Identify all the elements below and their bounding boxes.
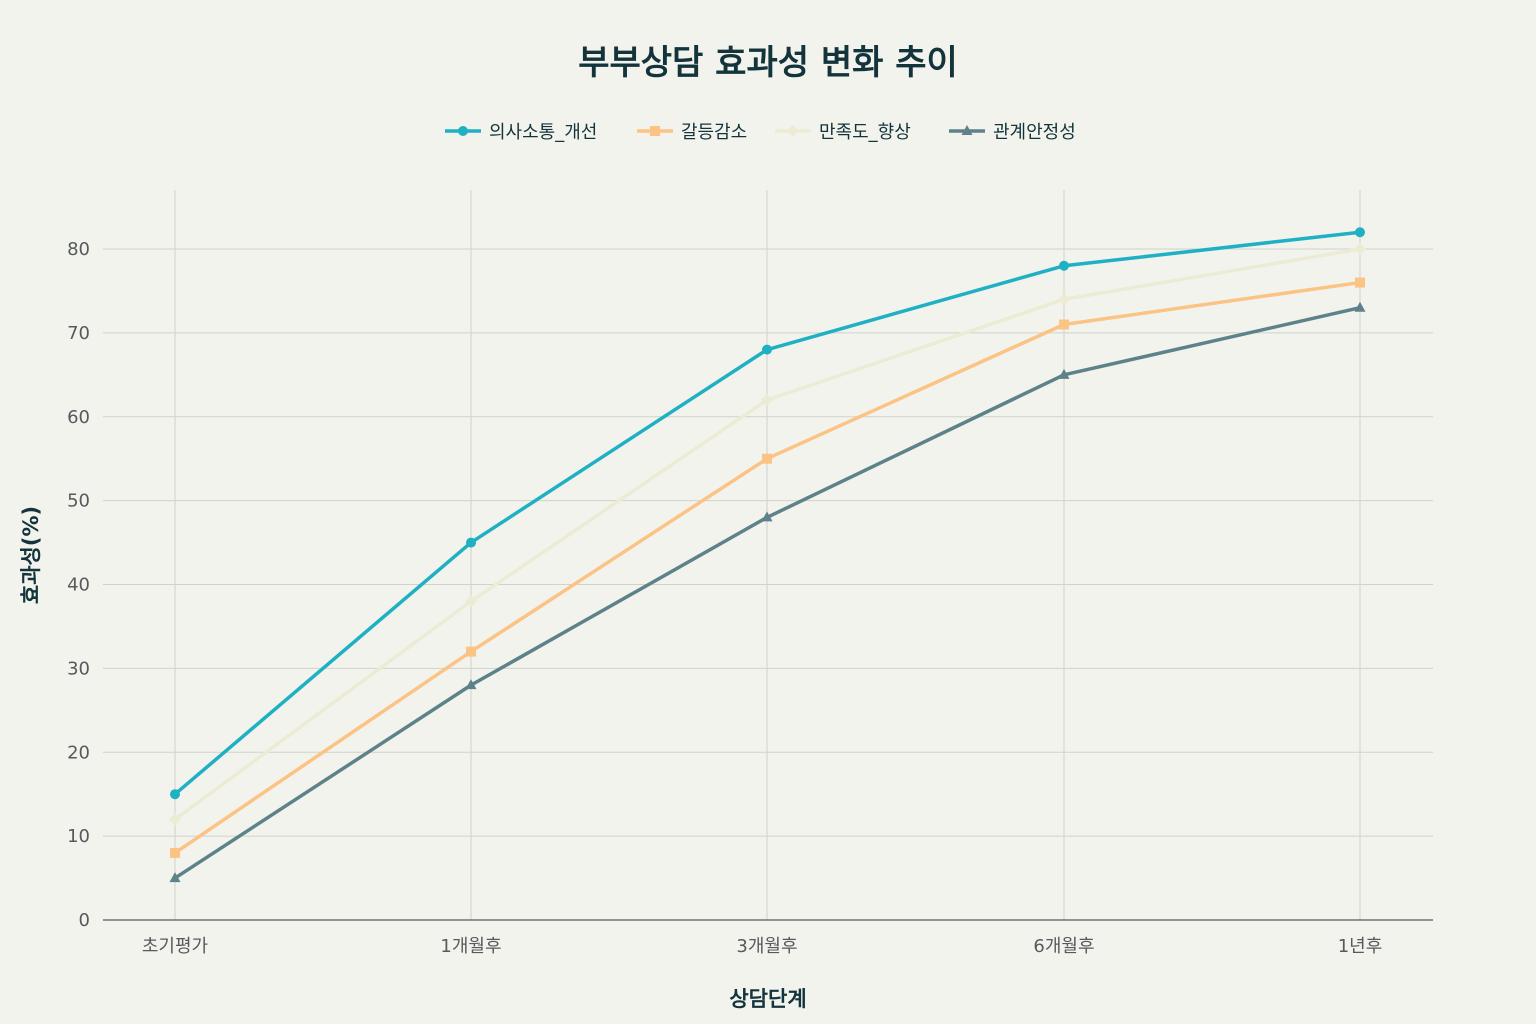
y-tick-label: 70	[67, 323, 90, 344]
data-point	[1058, 293, 1070, 306]
data-point	[761, 393, 773, 406]
data-point	[761, 511, 773, 522]
x-axis-title: 상담단계	[729, 987, 806, 1011]
y-tick-label: 10	[67, 826, 90, 847]
x-tick-label: 1년후	[1338, 936, 1383, 957]
legend-marker	[961, 125, 973, 135]
data-point	[466, 646, 476, 657]
y-tick-label: 30	[67, 658, 90, 679]
x-tick-label: 6개월후	[1033, 936, 1094, 957]
series-갈등감소	[170, 277, 1365, 858]
data-point	[1355, 277, 1365, 288]
vertical-gridlines	[174, 190, 1361, 920]
x-axis-ticks: 초기평가 1개월후 3개월후 6개월후 1년후	[142, 936, 1382, 957]
data-point	[465, 595, 477, 608]
legend-marker	[787, 125, 799, 137]
data-point	[1354, 243, 1366, 255]
series-관계안정성	[169, 301, 1366, 883]
series-layer	[169, 227, 1366, 883]
data-point	[466, 537, 476, 548]
legend-label: 갈등감소	[681, 122, 747, 143]
y-tick-label: 50	[67, 491, 90, 512]
data-point	[1059, 260, 1069, 271]
legend-label: 관계안정성	[993, 122, 1076, 143]
chart-title: 부부상담 효과성 변화 추이	[578, 43, 958, 83]
legend-item: 관계안정성	[949, 122, 1076, 143]
legend-label: 의사소통_개선	[489, 122, 597, 143]
data-point	[170, 789, 180, 800]
y-tick-label: 0	[79, 910, 90, 931]
y-tick-label: 20	[67, 742, 90, 763]
data-point	[169, 872, 181, 883]
data-point	[1059, 319, 1069, 330]
y-tick-label: 40	[67, 575, 90, 596]
data-point	[1058, 368, 1070, 379]
legend-item: 갈등감소	[637, 122, 747, 143]
data-point	[1354, 301, 1366, 312]
y-tick-label: 80	[67, 239, 90, 260]
legend-item: 의사소통_개선	[445, 122, 597, 143]
y-axis-title: 효과성(%)	[19, 506, 43, 604]
data-point	[762, 453, 772, 464]
data-point	[169, 813, 181, 826]
legend-item: 만족도_향상	[775, 122, 911, 143]
x-tick-label: 초기평가	[142, 936, 208, 957]
data-point	[465, 679, 477, 690]
y-axis-ticks: 0 10 20 30 40 50 60 70 80	[67, 239, 90, 931]
data-point	[1355, 227, 1365, 238]
data-point	[762, 344, 772, 355]
data-point	[170, 847, 180, 858]
legend-label: 만족도_향상	[819, 122, 911, 143]
legend-marker	[458, 126, 468, 136]
legend-marker	[650, 126, 660, 136]
series-만족도_향상	[169, 243, 1366, 826]
y-tick-label: 60	[67, 407, 90, 428]
legend: 의사소통_개선 갈등감소 만족도_향상 관계안정성	[445, 122, 1076, 143]
x-tick-label: 1개월후	[440, 936, 501, 957]
series-의사소통_개선	[170, 227, 1365, 800]
x-tick-label: 3개월후	[736, 936, 797, 957]
